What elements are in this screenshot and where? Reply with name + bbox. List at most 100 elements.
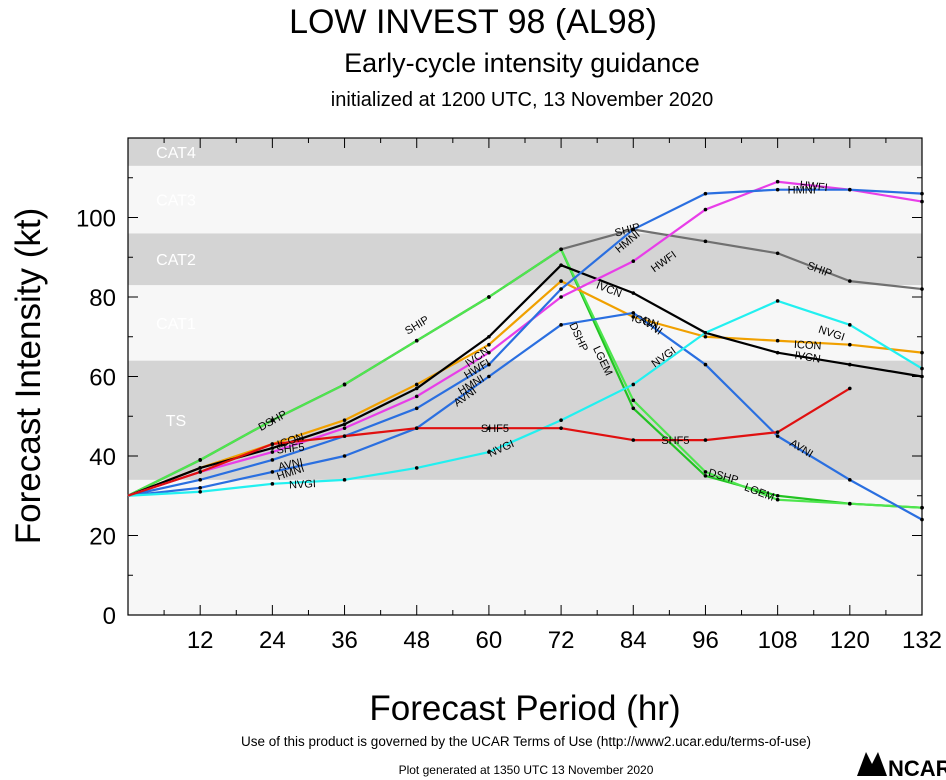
data-point-ivcn xyxy=(631,291,636,295)
plot-generated-note: Plot generated at 1350 UTC 13 November 2… xyxy=(399,763,654,777)
data-point-hmni xyxy=(270,458,275,462)
data-point-avni xyxy=(270,470,275,474)
x-tick-label-132: 132 xyxy=(902,627,942,654)
data-point-ship xyxy=(920,287,924,291)
data-point-lgem xyxy=(775,497,780,502)
band-label-cat1: CAT1 xyxy=(156,316,196,333)
x-tick-label-24: 24 xyxy=(259,627,286,654)
x-tick-label-84: 84 xyxy=(620,627,647,654)
data-point-avni xyxy=(920,517,924,522)
series-line-ivcn xyxy=(127,264,923,497)
data-point-dshp xyxy=(631,406,636,411)
chart-title: LOW INVEST 98 (AL98) xyxy=(289,3,657,41)
data-point-icon xyxy=(848,342,852,347)
y-tick-label-100: 100 xyxy=(76,206,116,233)
series-label-nvgi: NVGI xyxy=(289,478,317,491)
data-point-avni xyxy=(559,323,563,327)
data-point-nvgi xyxy=(198,489,202,494)
data-point-avni xyxy=(342,454,347,458)
x-tick-label-48: 48 xyxy=(403,627,430,654)
data-point-ship xyxy=(848,279,852,283)
data-point-hwfi xyxy=(920,199,924,204)
data-point-avni xyxy=(848,478,852,482)
data-point-hwfi xyxy=(631,259,636,264)
data-point-hmni xyxy=(414,406,419,411)
x-axis-label: Forecast Period (hr) xyxy=(369,689,680,728)
series-label-avni: AVNI xyxy=(277,456,304,473)
data-point-ivcn xyxy=(342,422,347,427)
data-point-avni xyxy=(631,311,636,315)
data-point-shf5 xyxy=(631,438,636,442)
data-point-nvgi xyxy=(414,466,419,470)
data-point-dshp xyxy=(703,474,708,478)
x-tick-label-60: 60 xyxy=(476,627,503,654)
data-point-nvgi xyxy=(342,478,347,482)
data-point-nvgi xyxy=(775,299,780,303)
data-point-icon xyxy=(703,334,708,339)
data-point-icon xyxy=(920,350,924,355)
data-point-icon xyxy=(559,279,563,283)
data-point-hwfi xyxy=(342,426,347,430)
data-point-ivcn xyxy=(414,386,419,391)
y-tick-label-40: 40 xyxy=(89,444,116,471)
data-point-nvgi xyxy=(487,450,491,454)
data-point-nvgi xyxy=(703,330,708,335)
data-point-hwfi xyxy=(487,350,491,355)
data-point-ivcn xyxy=(920,374,924,379)
y-tick-label-60: 60 xyxy=(89,365,116,392)
band-ts xyxy=(128,360,922,480)
data-point-hwfi xyxy=(414,394,419,399)
series-line-hmni xyxy=(127,188,923,497)
data-point-lgem xyxy=(414,338,419,343)
data-point-shf5 xyxy=(270,442,275,446)
x-tick-label-96: 96 xyxy=(692,627,719,654)
data-point-nvgi xyxy=(920,366,924,371)
data-point-hmni xyxy=(631,227,636,232)
x-tick-label-120: 120 xyxy=(830,627,870,654)
y-tick-label-80: 80 xyxy=(89,285,116,312)
data-point-lgem xyxy=(920,505,924,510)
data-point-lgem xyxy=(198,458,202,462)
data-point-hmni xyxy=(703,191,708,196)
series-line-nvgi xyxy=(127,299,923,497)
series-line-avni xyxy=(127,311,923,521)
data-point-ivcn xyxy=(559,263,563,268)
series-line-lgem xyxy=(127,248,923,509)
data-point-shf5 xyxy=(703,438,708,442)
data-point-lgem xyxy=(270,418,275,423)
series-label-hwfi: HWFI xyxy=(799,179,828,194)
data-point-hmni xyxy=(487,362,491,367)
data-point-nvgi xyxy=(631,382,636,387)
chart-subtitle: Early-cycle intensity guidance xyxy=(344,48,700,78)
y-axis-label: Forecast Intensity (kt) xyxy=(9,208,48,544)
data-point-nvgi xyxy=(270,482,275,486)
data-point-hmni xyxy=(559,287,563,291)
series-label-ivcn: IVCN xyxy=(794,350,822,366)
series-label-icon: ICON xyxy=(794,339,822,353)
data-point-lgem xyxy=(631,398,636,403)
data-point-shf5 xyxy=(342,434,347,438)
data-point-lgem xyxy=(487,295,491,299)
data-point-avni xyxy=(198,486,202,490)
series-line-hwfi xyxy=(127,180,923,497)
band-cat3 xyxy=(128,165,922,234)
band-label-cat4: CAT4 xyxy=(156,145,196,162)
band-label-cat2: CAT2 xyxy=(156,252,196,269)
data-point-avni xyxy=(487,374,491,379)
data-point-lgem xyxy=(342,382,347,387)
band-cat1 xyxy=(128,285,922,361)
data-point-ship xyxy=(703,239,708,244)
plot-area: TS CAT1 CAT2 CAT3 CAT4 12 24 36 48 60 72 84 96 108 120… xyxy=(76,137,942,654)
data-point-shf5 xyxy=(487,426,491,430)
data-point-ivcn xyxy=(487,334,491,339)
data-point-ship xyxy=(775,251,780,256)
data-point-hwfi xyxy=(270,450,275,454)
data-point-hmni xyxy=(775,187,780,192)
ncar-logo-text: NCAR xyxy=(888,756,946,780)
data-point-hmni xyxy=(198,478,202,482)
ncar-logo-mark xyxy=(857,752,887,776)
data-point-avni xyxy=(703,362,708,367)
data-point-hwfi xyxy=(775,179,780,184)
terms-of-use-note: Use of this product is governed by the U… xyxy=(241,734,811,749)
x-tick-label-12: 12 xyxy=(187,627,214,654)
